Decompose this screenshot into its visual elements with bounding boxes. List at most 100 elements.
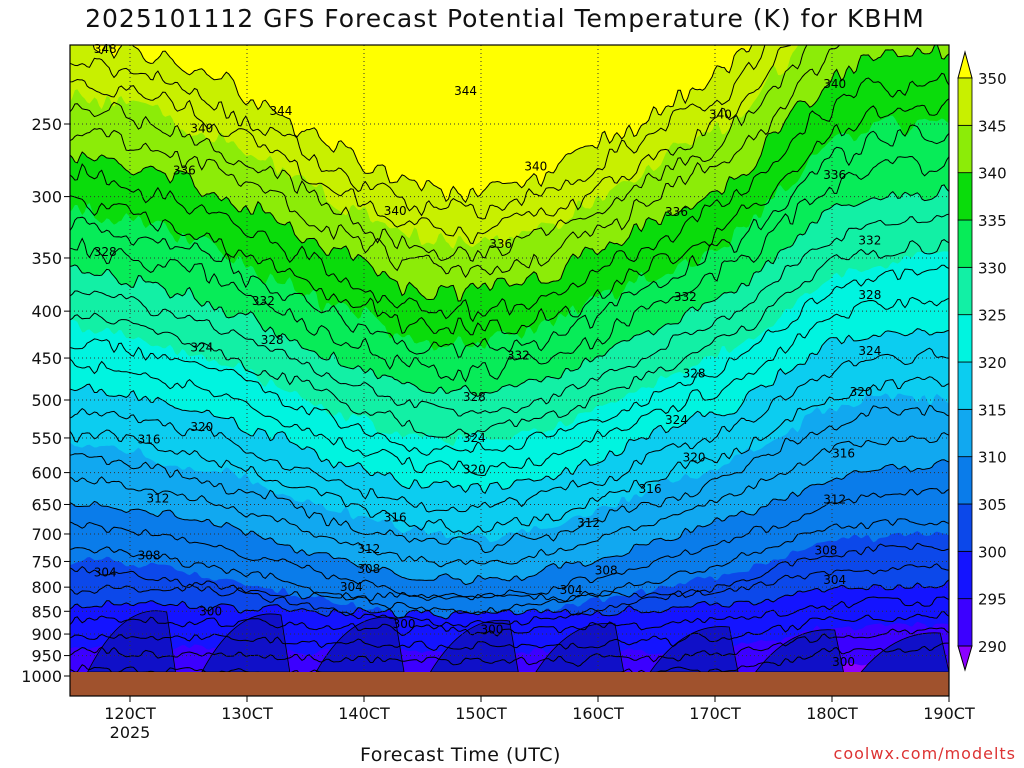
- isentrope-312: [70, 432, 949, 568]
- x-tick-label: 160CT: [572, 704, 624, 723]
- isentrope-298: [70, 596, 949, 637]
- colorbar-swatch: [957, 456, 973, 505]
- colorbar-tick-label: 340: [978, 165, 1007, 183]
- contour-label: 332: [858, 234, 881, 248]
- y-tick-label: 300: [31, 188, 62, 207]
- y-tick-label: 550: [31, 429, 62, 448]
- contour-label: 340: [190, 122, 213, 136]
- y-tick-label: 250: [31, 115, 62, 134]
- isentrope-300: [70, 579, 949, 620]
- plot-frame: [69, 44, 950, 697]
- site-credit: coolwx.com/modelts: [833, 744, 1016, 763]
- colorbar-max-arrow: [957, 50, 973, 79]
- ground-surface: [70, 672, 949, 696]
- isentrope-332: [70, 155, 949, 383]
- colorbar-tick-label: 335: [978, 212, 1007, 230]
- x-axis: 120CT 130CT 140CT 150CT 160CT 170CT 180CT 190CT…: [104, 696, 975, 742]
- contour-label: 308: [138, 549, 161, 563]
- contour-label: 344: [454, 84, 477, 98]
- y-tick-label: 750: [31, 552, 62, 571]
- isentrope-318: [70, 347, 949, 513]
- isentrope-330: [70, 184, 949, 397]
- colorbar-swatch: [957, 550, 973, 600]
- contour-label: 300: [480, 623, 503, 637]
- contour-label: 332: [507, 348, 530, 362]
- contour-label: 300: [832, 655, 855, 669]
- contour-label: 312: [357, 542, 380, 556]
- isentrope-316: [70, 376, 949, 535]
- x-year-label: 2025: [110, 723, 151, 742]
- isentrope-344: [70, 45, 808, 262]
- isentrope-322: [70, 296, 949, 477]
- contour-label: 320: [683, 451, 706, 465]
- colorbar-tick-label: 290: [978, 638, 1007, 656]
- colorbar-swatch: [957, 172, 973, 221]
- contour-label: 324: [858, 344, 881, 358]
- contour-label: 304: [823, 573, 846, 587]
- boundary-layer-pocket: [201, 613, 291, 673]
- y-tick-label: 900: [31, 625, 62, 644]
- contour-label: 312: [146, 491, 169, 505]
- isentrope-324: [70, 264, 949, 456]
- contour-label: 336: [489, 237, 512, 251]
- colorbar-swatch: [957, 219, 973, 268]
- x-tick-label: 120CT: [104, 704, 156, 723]
- x-tick-label: 140CT: [338, 704, 390, 723]
- chart-title: 2025101112 GFS Forecast Potential Temper…: [85, 4, 925, 33]
- isentrope-296: [70, 611, 949, 652]
- contour-label: 304: [340, 580, 363, 594]
- isentrope-314: [70, 404, 949, 554]
- contour-label: 340: [709, 107, 732, 121]
- isentrope-326: [70, 239, 949, 438]
- y-tick-label: 450: [31, 349, 62, 368]
- isentrope-294: [70, 627, 949, 667]
- boundary-layer-pocket: [86, 610, 176, 673]
- isentrope-342: [70, 45, 850, 278]
- colorbar: 290 295 300 305 310 315 320 325 330 335 340 345 350: [957, 50, 1007, 672]
- contour-label: 332: [674, 290, 697, 304]
- contour-label: 304: [94, 565, 117, 579]
- isentrope-306: [70, 518, 949, 614]
- contour-label: 328: [94, 245, 117, 259]
- x-axis-label: Forecast Time (UTC): [360, 744, 561, 766]
- colorbar-tick-label: 315: [978, 401, 1007, 419]
- contour-label: 312: [577, 516, 600, 530]
- colorbar-tick-label: 300: [978, 543, 1007, 561]
- isentrope-350: [92, 45, 753, 204]
- contour-label: 324: [463, 431, 486, 445]
- contour-label: 328: [683, 367, 706, 381]
- isentrope-336: [70, 98, 949, 336]
- colorbar-tick-label: 305: [978, 496, 1007, 514]
- isentrope-304: [70, 542, 949, 628]
- contour-label: 300: [199, 604, 222, 618]
- contour-label: 340: [524, 159, 547, 173]
- contour-label: 312: [823, 493, 846, 507]
- colorbar-tick-label: 345: [978, 117, 1007, 135]
- contour-label: 304: [560, 583, 583, 597]
- x-tick-label: 150CT: [455, 704, 507, 723]
- colorbar-swatch: [957, 124, 973, 174]
- contour-label: 332: [252, 294, 275, 308]
- y-tick-label: 1000: [21, 667, 62, 686]
- contour-label: 328: [858, 288, 881, 302]
- contour-label: 320: [850, 385, 873, 399]
- contour-label: 324: [190, 340, 213, 354]
- y-axis: 250 300 350 400 450 500 550 600 650 700 750 800 850 9…: [21, 115, 70, 686]
- x-tick-label: 170CT: [689, 704, 741, 723]
- contour-label: 348: [94, 42, 117, 56]
- boundary-layer-pocket: [649, 626, 739, 673]
- contour-label: 324: [665, 413, 688, 427]
- contour-label: 336: [173, 164, 196, 178]
- contour-label: 328: [463, 390, 486, 404]
- contour-label: 344: [270, 104, 293, 118]
- contour-label: 336: [823, 168, 846, 182]
- isentrope-302: [70, 563, 949, 602]
- y-tick-label: 350: [31, 249, 62, 268]
- colorbar-tick-label: 330: [978, 259, 1007, 277]
- contour-label: 316: [384, 511, 407, 525]
- y-tick-label: 400: [31, 302, 62, 321]
- isentrope-340: [70, 45, 949, 302]
- y-tick-label: 650: [31, 495, 62, 514]
- isentrope-338: [70, 72, 949, 323]
